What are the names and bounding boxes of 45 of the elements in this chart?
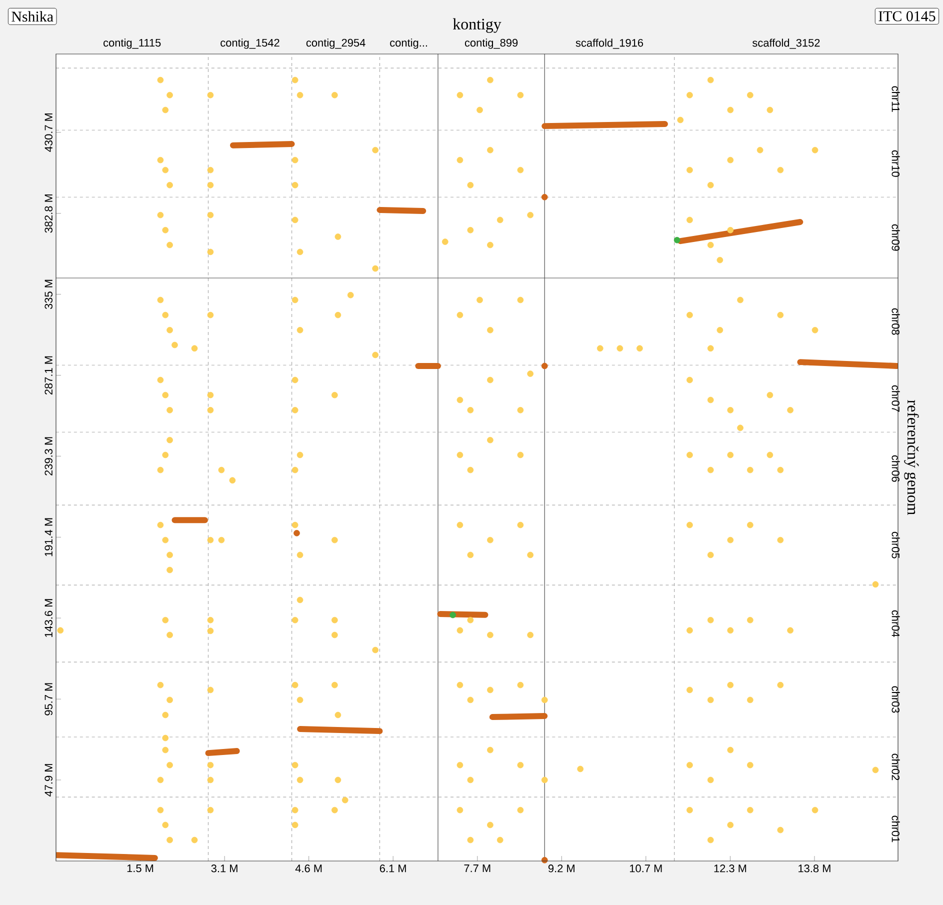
y-tick-label: 191.4 M [44,518,52,556]
annotation: chr11 [892,86,900,112]
text: contig_1542 [220,38,280,49]
x-tick-label: 6.1 M [380,864,406,872]
y-tick-label: 287.1 M [44,356,52,395]
y-tick-label: 95.7 M [44,683,52,716]
y-tick-label: 47.9 M [44,764,52,796]
x-tick-label: 1.5 M [127,864,154,872]
text: contig... [390,38,427,49]
chart-title: kontigy [452,18,502,33]
text: scaffold_1916 [576,38,644,49]
x-tick-label: 10.7 M [630,864,662,872]
x-tick-label: 4.6 M [295,864,322,872]
annotation: chr06 [892,455,900,482]
annotation: chr03 [892,686,900,713]
point [674,236,680,244]
annotation: chr05 [892,532,900,558]
text: contig_1115 [104,38,161,49]
x-tick-label: 9.2 M [548,864,574,872]
annotation: chr07 [892,385,900,412]
annotation: chr09 [892,224,900,251]
point [450,612,456,618]
y-tick-label: 335 M [44,280,52,310]
annotation: chr01 [892,816,900,842]
point [541,194,548,200]
annotation: chr10 [892,150,900,177]
point [294,530,300,536]
y-tick-label: 239.3 M [44,437,52,476]
y-tick-label: 430.7 M [44,113,52,152]
text: contig_899 [464,38,518,49]
text: Nshika [12,11,54,22]
y-tick-label: 143.6 M [44,599,52,638]
text: contig_2954 [306,38,366,49]
annotation: chr02 [892,754,900,780]
y-tick-label: 382.8 M [44,194,52,233]
x-tick-label: 7.7 M [464,864,490,872]
x-tick-label: 13.8 M [798,864,830,872]
annotation: chr08 [892,308,900,335]
x-tick-label: 12.3 M [714,864,746,872]
point [541,362,548,370]
annotation: chr04 [892,610,900,637]
x-tick-label: 3.1 M [211,864,238,872]
text: scaffold_3152 [752,38,820,49]
text: ITC 0145 [878,11,936,22]
y-axis-title: referenčný genom [904,400,919,515]
